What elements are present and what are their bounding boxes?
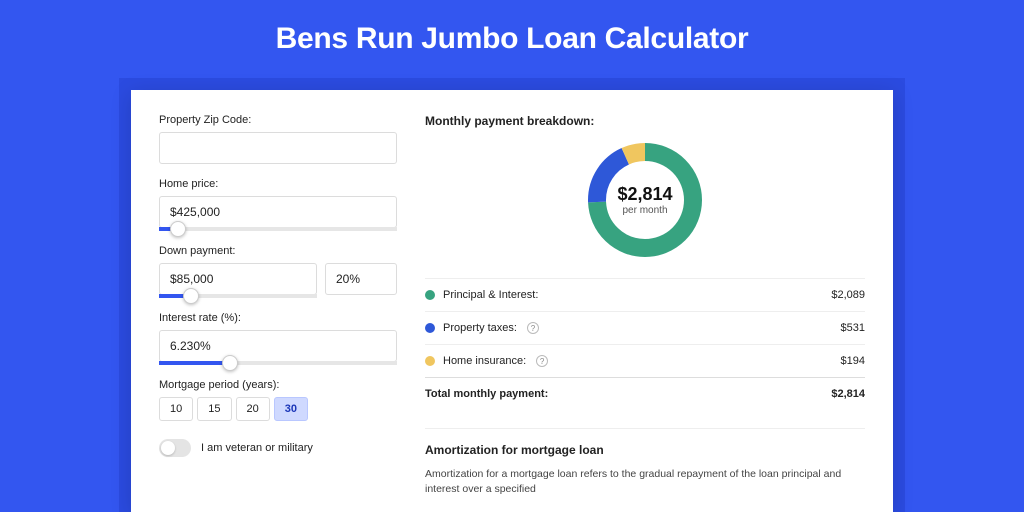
- mortgage-period-option-10[interactable]: 10: [159, 397, 193, 421]
- interest-rate-label: Interest rate (%):: [159, 312, 397, 324]
- page-title: Bens Run Jumbo Loan Calculator: [276, 22, 749, 56]
- breakdown-label: Principal & Interest:: [443, 289, 538, 301]
- down-payment-label: Down payment:: [159, 245, 397, 257]
- mortgage-period-option-15[interactable]: 15: [197, 397, 231, 421]
- total-row: Total monthly payment: $2,814: [425, 377, 865, 410]
- donut-value: $2,814: [617, 184, 672, 205]
- breakdown-value: $194: [841, 355, 865, 367]
- breakdown-row: Home insurance:? $194: [425, 344, 865, 377]
- veteran-toggle-label: I am veteran or military: [201, 442, 313, 454]
- breakdown-row: Property taxes:? $531: [425, 311, 865, 344]
- total-value: $2,814: [831, 388, 865, 400]
- info-icon[interactable]: ?: [527, 322, 539, 334]
- donut-chart-wrap: $2,814 per month: [425, 140, 865, 260]
- calculator-card: Property Zip Code: Home price: Down paym…: [131, 90, 893, 512]
- amortization-title: Amortization for mortgage loan: [425, 428, 865, 457]
- amortization-text: Amortization for a mortgage loan refers …: [425, 467, 865, 497]
- mortgage-period-label: Mortgage period (years):: [159, 379, 397, 391]
- mortgage-period-options: 10152030: [159, 397, 397, 421]
- home-price-input[interactable]: [159, 196, 397, 228]
- veteran-toggle-row: I am veteran or military: [159, 439, 397, 457]
- legend-dot: [425, 356, 435, 366]
- down-payment-amount-input[interactable]: [159, 263, 317, 295]
- zip-input[interactable]: [159, 132, 397, 164]
- breakdown-rows: Principal & Interest: $2,089 Property taxe…: [425, 278, 865, 377]
- breakdown-row: Principal & Interest: $2,089: [425, 278, 865, 311]
- calculator-page: Bens Run Jumbo Loan Calculator Property …: [0, 0, 1024, 512]
- home-price-slider-handle[interactable]: [170, 221, 186, 237]
- inputs-column: Property Zip Code: Home price: Down paym…: [159, 114, 397, 512]
- donut-sub: per month: [622, 205, 667, 216]
- interest-rate-slider[interactable]: [159, 361, 397, 365]
- home-price-slider[interactable]: [159, 227, 397, 231]
- veteran-toggle[interactable]: [159, 439, 191, 457]
- down-payment-group: Down payment:: [159, 245, 397, 298]
- donut-chart: $2,814 per month: [585, 140, 705, 260]
- donut-center: $2,814 per month: [585, 140, 705, 260]
- breakdown-label: Property taxes:: [443, 322, 517, 334]
- home-price-label: Home price:: [159, 178, 397, 190]
- breakdown-title: Monthly payment breakdown:: [425, 114, 865, 128]
- down-payment-slider[interactable]: [159, 294, 317, 298]
- zip-label: Property Zip Code:: [159, 114, 397, 126]
- mortgage-period-option-30[interactable]: 30: [274, 397, 308, 421]
- total-label: Total monthly payment:: [425, 388, 548, 400]
- breakdown-column: Monthly payment breakdown: $2,814 per mo…: [425, 114, 865, 512]
- zip-field-group: Property Zip Code:: [159, 114, 397, 164]
- interest-rate-slider-handle[interactable]: [222, 355, 238, 371]
- breakdown-value: $531: [841, 322, 865, 334]
- info-icon[interactable]: ?: [536, 355, 548, 367]
- legend-dot: [425, 323, 435, 333]
- breakdown-value: $2,089: [831, 289, 865, 301]
- interest-rate-input[interactable]: [159, 330, 397, 362]
- mortgage-period-option-20[interactable]: 20: [236, 397, 270, 421]
- interest-rate-group: Interest rate (%):: [159, 312, 397, 365]
- mortgage-period-group: Mortgage period (years): 10152030: [159, 379, 397, 421]
- home-price-group: Home price:: [159, 178, 397, 231]
- down-payment-slider-handle[interactable]: [183, 288, 199, 304]
- veteran-toggle-knob: [161, 441, 175, 455]
- breakdown-label: Home insurance:: [443, 355, 526, 367]
- inner-frame: Property Zip Code: Home price: Down paym…: [119, 78, 905, 512]
- legend-dot: [425, 290, 435, 300]
- interest-rate-slider-fill: [159, 361, 230, 365]
- down-payment-percent-input[interactable]: [325, 263, 397, 295]
